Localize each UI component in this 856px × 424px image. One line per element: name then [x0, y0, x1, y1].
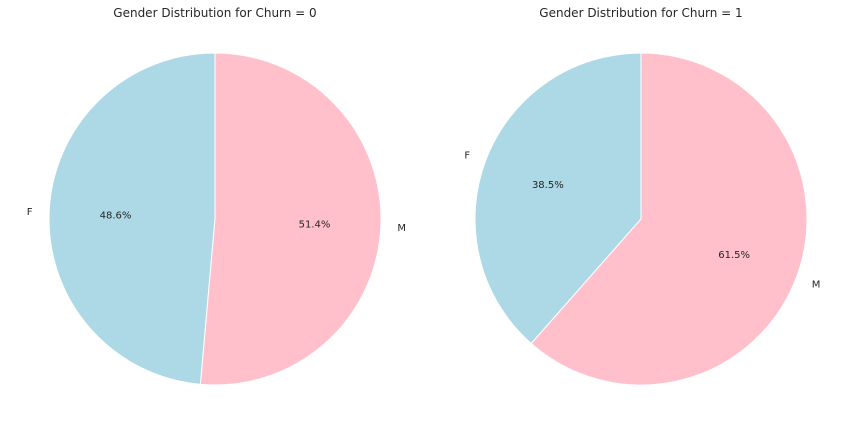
percentage-label: 38.5%	[532, 180, 564, 191]
category-label: F	[27, 207, 33, 218]
pie-slice-f	[474, 52, 642, 345]
category-label: M	[397, 223, 406, 234]
pie-labels: F 38.5% M 61.5%	[464, 150, 820, 290]
percentage-label: 51.4%	[299, 219, 331, 230]
pie-slices	[474, 52, 808, 386]
percentage-label: 48.6%	[100, 211, 132, 222]
category-label: F	[464, 150, 470, 161]
pie-slice-m	[530, 52, 808, 386]
chart-title: Gender Distribution for Churn = 0	[113, 6, 316, 20]
chart-title: Gender Distribution for Churn = 1	[539, 6, 742, 20]
pie-slice-f	[48, 52, 216, 385]
percentage-label: 61.5%	[718, 250, 750, 261]
category-label: M	[812, 280, 821, 291]
pie-chart-churn-1: Gender Distribution for Churn = 1 F 38.5%…	[464, 6, 820, 386]
pie-slice-m	[199, 52, 382, 386]
pie-labels: F 48.6% M 51.4%	[27, 207, 406, 234]
pie-slices	[48, 52, 382, 386]
pie-chart-churn-0: Gender Distribution for Churn = 0 F 48.6%…	[27, 6, 406, 386]
